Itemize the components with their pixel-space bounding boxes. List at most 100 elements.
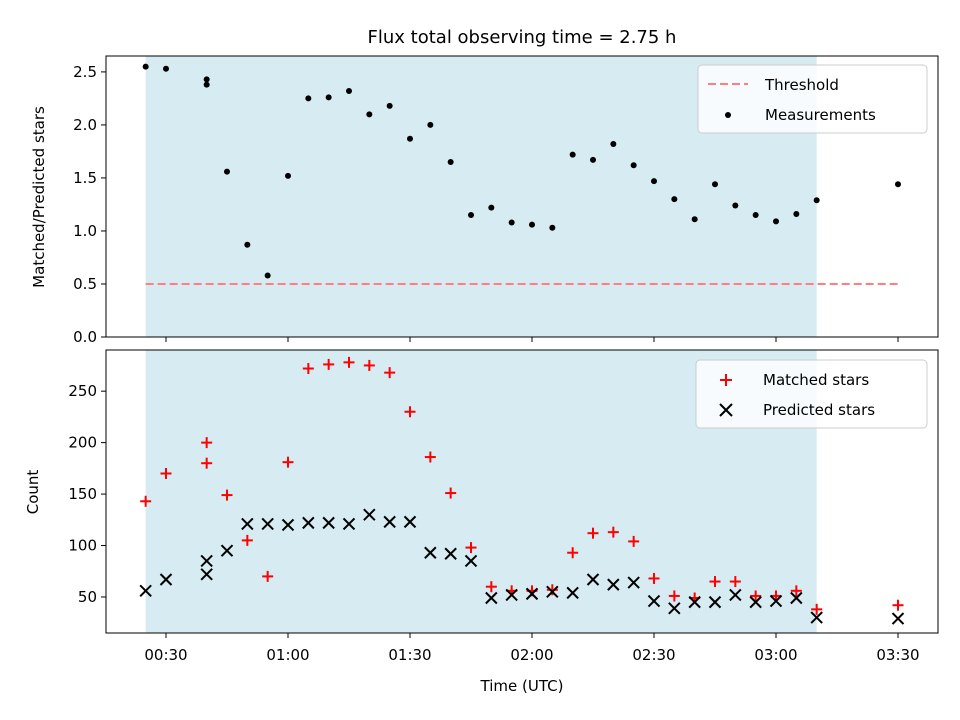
predicted-star-point	[200, 568, 213, 581]
predicted-star-mark-b	[403, 515, 417, 529]
matched-star-point	[424, 451, 436, 463]
measurement-point	[610, 141, 617, 148]
x-tick-label: 02:30	[632, 646, 675, 664]
matched-star-point	[201, 437, 213, 449]
measurement-point	[691, 216, 698, 223]
measurement-point	[447, 159, 454, 166]
predicted-star-point	[485, 591, 498, 605]
predicted-star-point	[566, 586, 579, 600]
measurement-point	[549, 224, 556, 231]
measurement-point	[203, 81, 210, 88]
predicted-star-point	[383, 515, 396, 529]
measurement-point	[508, 219, 515, 226]
predicted-star-mark-b	[485, 591, 498, 605]
x-tick-label: 01:00	[266, 646, 309, 664]
predicted-star-point	[322, 516, 335, 530]
predicted-star-point	[729, 588, 742, 602]
top-y-axis-label: Matched/Predicted stars	[30, 106, 48, 288]
predicted-star-point	[627, 576, 640, 589]
predicted-star-point	[525, 587, 539, 601]
top-y-tick-label: 1.5	[73, 169, 97, 187]
legend-predicted-label: Predicted stars	[763, 401, 875, 419]
x-tick-label: 03:00	[754, 646, 797, 664]
predicted-star-mark-b	[586, 573, 600, 586]
predicted-star-mark-b	[424, 546, 437, 559]
matched-star-point	[485, 581, 497, 593]
predicted-star-mark-b	[139, 584, 152, 598]
matched-star-point	[282, 456, 294, 468]
measurement-point	[488, 204, 495, 211]
matched-star-point	[668, 590, 680, 602]
x-tick-label: 02:00	[510, 646, 553, 664]
chart-title: Flux total observing time = 2.75 h	[368, 27, 677, 48]
predicted-star-point	[708, 595, 722, 609]
measurement-point	[895, 181, 901, 188]
predicted-star-mark-b	[322, 516, 335, 530]
predicted-star-point	[220, 544, 234, 557]
top-y-tick-label: 2.5	[73, 63, 97, 81]
matched-star-point	[323, 358, 335, 370]
matched-star-point	[709, 576, 721, 588]
matched-star-point	[587, 527, 599, 539]
measurement-point	[346, 87, 352, 94]
legend-predicted-swatch-b	[719, 403, 733, 417]
predicted-star-mark-b	[627, 576, 640, 589]
measurement-point	[671, 196, 678, 203]
predicted-star-mark-b	[342, 517, 356, 531]
predicted-star-mark-b	[688, 595, 701, 609]
matched-star-point	[892, 599, 904, 611]
matched-star-point	[628, 535, 640, 547]
predicted-star-mark-b	[363, 508, 376, 521]
predicted-star-point	[505, 588, 518, 602]
predicted-star-mark-b	[525, 587, 539, 601]
predicted-star-mark-b	[241, 517, 254, 531]
measurement-point	[264, 272, 271, 279]
predicted-star-mark-b	[708, 595, 722, 609]
measurement-point	[752, 212, 759, 219]
measurement-point	[163, 65, 169, 72]
bottom-legend-frame	[695, 359, 928, 429]
x-tick-label: 03:30	[876, 646, 919, 664]
matched-star-point	[384, 367, 396, 379]
measurement-point	[142, 63, 149, 70]
matched-star-point	[567, 547, 579, 559]
predicted-star-point	[281, 518, 295, 532]
predicted-star-mark-b	[546, 585, 559, 599]
measurement-point	[630, 162, 637, 169]
bottom-panel: 50 100 150 200 250 00:30 01:00 01:30 02:00 02:30 0…	[68, 349, 939, 664]
predicted-star-mark-b	[200, 568, 213, 581]
measurement-point	[813, 197, 820, 204]
predicted-star-mark-b	[261, 517, 274, 531]
predicted-star-point	[769, 594, 783, 608]
predicted-star-point	[159, 573, 173, 586]
measurement-point	[325, 94, 332, 101]
predicted-star-mark-b	[505, 588, 518, 602]
predicted-star-point	[586, 573, 600, 586]
predicted-star-mark-b	[281, 518, 295, 532]
measurement-point	[386, 102, 393, 109]
measurement-point	[651, 178, 657, 185]
x-tick-label: 01:30	[388, 646, 431, 664]
predicted-star-point	[139, 584, 152, 598]
matched-star-point	[241, 534, 253, 546]
predicted-star-mark-b	[810, 611, 823, 624]
bottom-plot-frame	[105, 349, 939, 634]
predicted-star-point	[749, 595, 762, 609]
predicted-star-point	[688, 595, 701, 609]
matched-star-point	[770, 590, 782, 602]
predicted-star-mark-b	[200, 554, 213, 568]
measurement-point	[773, 218, 779, 225]
predicted-star-mark-b	[790, 591, 803, 605]
predicted-star-point	[607, 578, 620, 591]
matched-star-point	[546, 584, 558, 596]
measurement-point	[468, 212, 474, 219]
matched-star-point	[811, 603, 823, 615]
matched-star-point	[221, 489, 233, 501]
top-y-tick-label: 1.0	[73, 222, 97, 240]
measurement-point	[793, 210, 800, 217]
matched-star-point	[607, 526, 619, 538]
legend-matched-label: Matched stars	[763, 371, 869, 389]
matched-star-point	[363, 359, 375, 371]
top-y-tick-label: 0.5	[73, 275, 97, 293]
